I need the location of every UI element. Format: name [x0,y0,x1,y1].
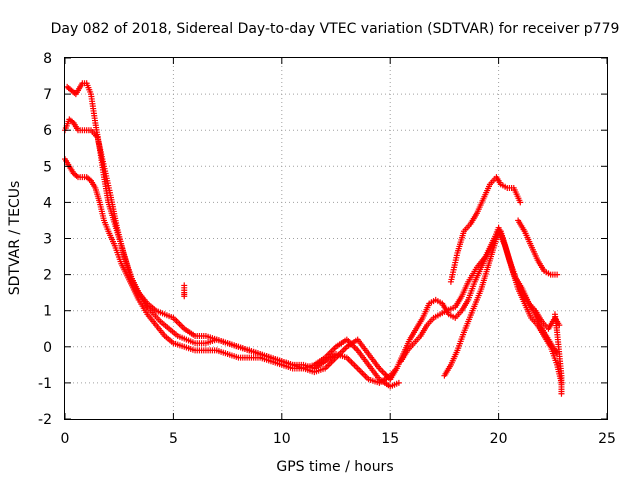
data-points [62,80,565,397]
series-track-h [515,217,561,278]
series-track-j [551,311,565,397]
data-point [395,379,402,386]
y-tick-label: 6 [43,123,52,139]
x-tick-label: 20 [490,431,508,447]
data-point [558,390,565,397]
y-tick-label: 8 [43,51,52,67]
x-tick-label: 25 [598,431,616,447]
y-tick-label: 7 [43,87,52,103]
y-tick-label: 4 [43,195,52,211]
y-tick-label: 2 [43,268,52,284]
chart-title: Day 082 of 2018, Sidereal Day-to-day VTE… [51,21,620,37]
y-tick-label: 5 [43,159,52,175]
series-track-c [62,156,402,390]
series-track-f [441,228,565,386]
x-tick-label: 10 [273,431,291,447]
y-tick-label: -2 [38,412,52,428]
x-tick-label: 15 [381,431,399,447]
y-axis-label: SDTVAR / TECUs [7,181,23,296]
x-tick-label: 5 [169,431,178,447]
series-track-e [398,228,561,365]
data-point [181,293,188,300]
y-tick-label: 0 [43,340,52,356]
series-track-b [62,116,394,383]
y-tick-label: 3 [43,232,52,248]
x-tick-label: 0 [61,431,70,447]
series-track-i [181,282,188,300]
plot-frame [64,57,608,420]
y-tick-label: 1 [43,304,52,320]
data-point [517,199,524,206]
x-axis-label: GPS time / hours [276,459,393,475]
y-tick-label: -1 [38,376,52,392]
axis-ticks: 0 5 10 15 20 25 -2 -1 0 1 2 3 4 5 6 7 8 [38,51,616,447]
grid [65,58,607,419]
series-track-g [447,174,524,285]
data-point [554,271,561,278]
